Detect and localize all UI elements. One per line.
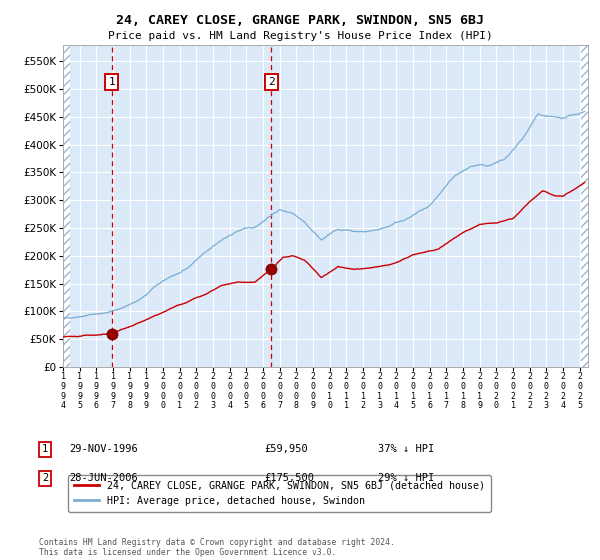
- Text: 37% ↓ HPI: 37% ↓ HPI: [378, 444, 434, 454]
- Text: 29% ↓ HPI: 29% ↓ HPI: [378, 473, 434, 483]
- Text: 2: 2: [268, 77, 275, 87]
- Text: 2: 2: [42, 473, 48, 483]
- Text: 1: 1: [108, 77, 115, 87]
- Text: £175,500: £175,500: [264, 473, 314, 483]
- Text: Contains HM Land Registry data © Crown copyright and database right 2024.
This d: Contains HM Land Registry data © Crown c…: [39, 538, 395, 557]
- Text: 1: 1: [42, 444, 48, 454]
- Text: 24, CAREY CLOSE, GRANGE PARK, SWINDON, SN5 6BJ: 24, CAREY CLOSE, GRANGE PARK, SWINDON, S…: [116, 14, 484, 27]
- Text: £59,950: £59,950: [264, 444, 308, 454]
- Legend: 24, CAREY CLOSE, GRANGE PARK, SWINDON, SN5 6BJ (detached house), HPI: Average pr: 24, CAREY CLOSE, GRANGE PARK, SWINDON, S…: [68, 475, 491, 512]
- Text: 29-NOV-1996: 29-NOV-1996: [69, 444, 138, 454]
- Bar: [581, 45, 588, 367]
- Text: Price paid vs. HM Land Registry's House Price Index (HPI): Price paid vs. HM Land Registry's House …: [107, 31, 493, 41]
- Bar: [63, 45, 70, 367]
- Text: 28-JUN-2006: 28-JUN-2006: [69, 473, 138, 483]
